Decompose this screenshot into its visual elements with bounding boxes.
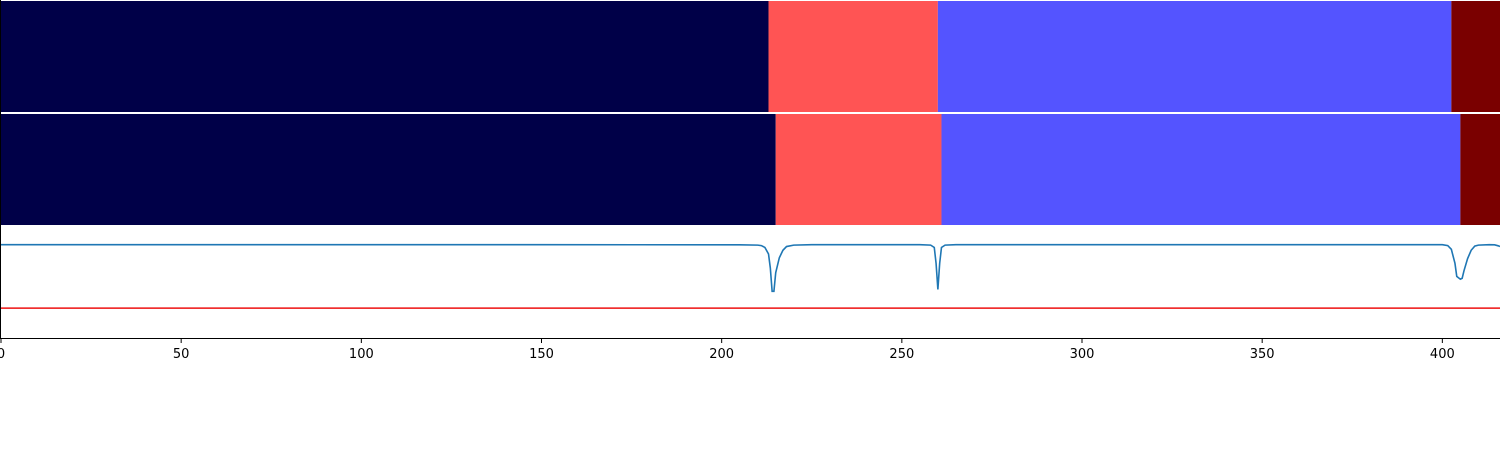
- segment-row-1-block-4: [1451, 1, 1500, 112]
- segment-row-2-block-2: [775, 114, 942, 225]
- segment-row-2-block-4: [1460, 114, 1500, 225]
- x-tick-label-400: 400: [1430, 347, 1455, 362]
- x-tick-label-200: 200: [709, 347, 734, 362]
- x-tick-label-250: 250: [889, 347, 914, 362]
- segment-row-1-block-3: [937, 1, 1452, 112]
- x-tick-label-300: 300: [1070, 347, 1095, 362]
- x-tick-label-150: 150: [529, 347, 554, 362]
- signal-panel: [1, 243, 1500, 309]
- x-axis-ticks: 0 50 100 150 200 250 300 350 400: [0, 338, 1455, 362]
- segment-row-2-block-3: [941, 114, 1461, 225]
- x-tick-label-50: 50: [173, 347, 190, 362]
- segment-rows: [1, 1, 1500, 225]
- x-tick-label-100: 100: [349, 347, 374, 362]
- segment-row-2-block-1: [1, 114, 776, 225]
- x-tick-label-0: 0: [0, 347, 5, 362]
- signal-line: [1, 243, 1500, 293]
- segment-row-1-block-2: [768, 1, 938, 112]
- segment-row-1-block-1: [1, 1, 769, 112]
- x-tick-label-350: 350: [1250, 347, 1275, 362]
